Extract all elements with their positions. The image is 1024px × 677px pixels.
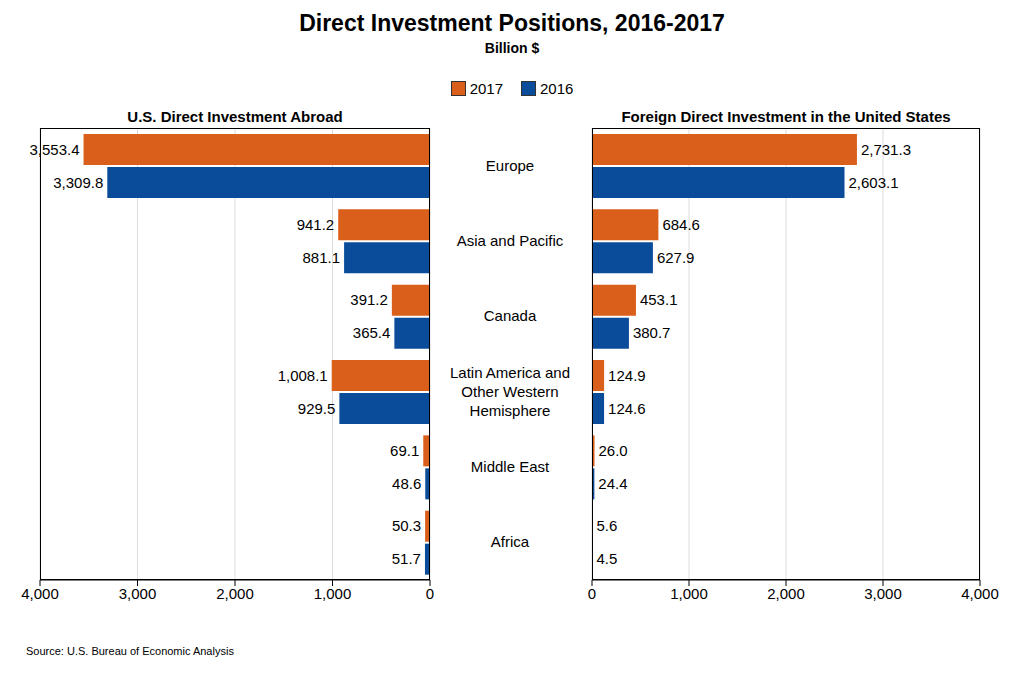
html-text:Direct Investment Positions, 2: Direct Investment Positions, 2016-2017 — [299, 10, 725, 36]
html-text:Foreign Direct Investment in t: Foreign Direct Investment in the United … — [621, 108, 951, 125]
svg-text:26.0: 26.0 — [599, 442, 628, 459]
svg-text:4.5: 4.5 — [596, 550, 617, 567]
svg-text:365.4: 365.4 — [353, 324, 391, 341]
svg-text:2,731.3: 2,731.3 — [861, 141, 911, 158]
svg-text:124.6: 124.6 — [608, 400, 646, 417]
svg-text:2,000: 2,000 — [767, 585, 805, 602]
svg-text:Middle East: Middle East — [471, 458, 550, 475]
svg-text:1,000: 1,000 — [670, 585, 708, 602]
svg-text:Latin America and: Latin America and — [450, 364, 570, 381]
svg-text:929.5: 929.5 — [298, 400, 336, 417]
svg-text:Canada: Canada — [484, 307, 537, 324]
svg-text:Africa: Africa — [491, 533, 530, 550]
svg-text:3,000: 3,000 — [119, 585, 157, 602]
svg-text:3,553.4: 3,553.4 — [29, 141, 79, 158]
svg-text:51.7: 51.7 — [392, 550, 421, 567]
html-text:Source: U.S. Bureau of Economi: Source: U.S. Bureau of Economic Analysis — [26, 645, 234, 657]
svg-text:0: 0 — [426, 585, 434, 602]
svg-text:453.1: 453.1 — [640, 291, 678, 308]
svg-text:3,309.8: 3,309.8 — [53, 174, 103, 191]
svg-text:391.2: 391.2 — [350, 291, 388, 308]
svg-text:Europe: Europe — [486, 157, 534, 174]
svg-text:380.7: 380.7 — [633, 324, 671, 341]
html-text:Billion $: Billion $ — [484, 40, 540, 56]
svg-text:69.1: 69.1 — [390, 442, 419, 459]
svg-text:Asia and Pacific: Asia and Pacific — [457, 232, 564, 249]
svg-text:48.6: 48.6 — [392, 475, 421, 492]
svg-text:0: 0 — [588, 585, 596, 602]
svg-text:Hemisphere: Hemisphere — [470, 402, 551, 419]
svg-text:2,000: 2,000 — [216, 585, 254, 602]
svg-text:Other Western: Other Western — [461, 383, 558, 400]
svg-text:5.6: 5.6 — [597, 517, 618, 534]
html-text:U.S. Direct Investment Abroad: U.S. Direct Investment Abroad — [127, 108, 343, 125]
svg-text:124.9: 124.9 — [608, 367, 646, 384]
svg-text:941.2: 941.2 — [297, 216, 335, 233]
svg-text:1,000: 1,000 — [314, 585, 352, 602]
svg-text:50.3: 50.3 — [392, 517, 421, 534]
html-text:2016: 2016 — [540, 80, 574, 97]
html-text:2017: 2017 — [469, 80, 503, 97]
svg-text:3,000: 3,000 — [864, 585, 902, 602]
svg-text:4,000: 4,000 — [961, 585, 999, 602]
svg-text:1,008.1: 1,008.1 — [278, 367, 328, 384]
svg-text:24.4: 24.4 — [598, 475, 627, 492]
svg-text:2,603.1: 2,603.1 — [849, 174, 899, 191]
svg-text:627.9: 627.9 — [657, 249, 695, 266]
svg-text:4,000: 4,000 — [21, 585, 59, 602]
svg-text:881.1: 881.1 — [303, 249, 341, 266]
svg-text:684.6: 684.6 — [662, 216, 700, 233]
